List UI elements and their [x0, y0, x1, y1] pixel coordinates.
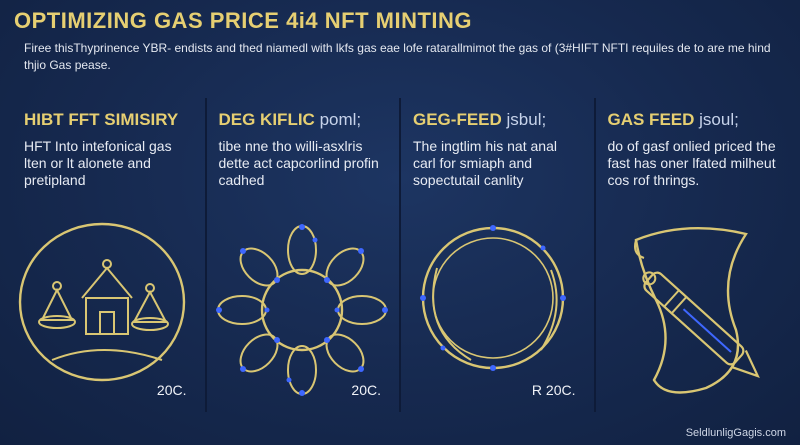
panel-2: DEG KIFLIC poml; tibe nne tho willi-asxl… — [207, 98, 401, 412]
panel-text: The ingtlim his nat anal carl for smiaph… — [413, 138, 557, 188]
panel-title: HIBT FFT SIMISIRY — [24, 110, 193, 130]
panel-4: GAS FEED jsoul; do of gasf onlied priced… — [596, 98, 789, 412]
panels-row: HIBT FFT SIMISIRY HFT Into intefonical g… — [12, 98, 788, 412]
panel-value: 20C. — [351, 382, 381, 398]
panel-title-accent: jsbul; — [506, 110, 547, 129]
network-icon — [215, 224, 388, 396]
panel-title: GEG-FEED jsbul; — [413, 110, 582, 130]
panel-text: tibe nne tho willi-asxlris dette act cap… — [218, 138, 379, 188]
panel-title: GAS FEED jsoul; — [608, 110, 777, 130]
panel-value: 20C. — [156, 382, 187, 398]
panel-title-accent: poml; — [319, 110, 362, 129]
watermark: SeldlunligGagis.com — [685, 427, 786, 439]
panel-title-main: DEG KIFLIC — [218, 110, 315, 129]
panel-title-main: HIBT FFT SIMISIRY — [24, 110, 179, 129]
ring-icon — [420, 225, 566, 371]
pen-icon — [633, 227, 760, 394]
page-title: OPTIMIZING GAS PRICE 4i4 NFT MINTING — [14, 8, 473, 33]
panel-title: DEG KIFLIC poml; — [219, 110, 388, 130]
panel-text: HFT Into intefonical gas lten or lt alon… — [24, 138, 172, 188]
panel-3: GEG-FEED jsbul; The ingtlim his nat anal… — [401, 98, 596, 412]
page-subtitle: Firee thisThyprinence YBR- endists and t… — [24, 41, 771, 72]
panel-title-accent: jsoul; — [699, 110, 739, 129]
panel-title-main: GAS FEED — [607, 110, 695, 129]
panel-value: R 20C. — [531, 382, 576, 398]
boats-icon — [18, 222, 186, 382]
panel-text: do of gasf onlied priced the fast has on… — [607, 138, 776, 188]
panel-1: HIBT FFT SIMISIRY HFT Into intefonical g… — [12, 98, 207, 412]
panel-title-main: GEG-FEED — [413, 110, 502, 129]
